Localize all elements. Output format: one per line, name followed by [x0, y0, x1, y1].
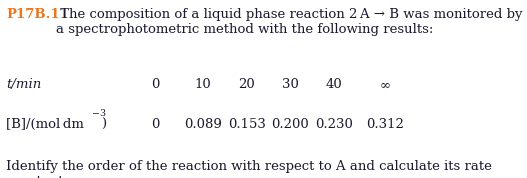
Text: t/min: t/min	[6, 78, 42, 91]
Text: 10: 10	[194, 78, 211, 91]
Text: 0: 0	[151, 78, 160, 91]
Text: Identify the order of the reaction with respect to A and calculate its rate
cons: Identify the order of the reaction with …	[6, 160, 492, 178]
Text: −3: −3	[92, 109, 106, 118]
Text: 0.153: 0.153	[228, 118, 266, 131]
Text: [B]/(mol dm: [B]/(mol dm	[6, 118, 84, 131]
Text: 0: 0	[151, 118, 160, 131]
Text: 0.312: 0.312	[366, 118, 404, 131]
Text: ): )	[101, 118, 106, 131]
Text: 0.230: 0.230	[315, 118, 353, 131]
Text: The composition of a liquid phase reaction 2 A → B was monitored by
a spectropho: The composition of a liquid phase reacti…	[56, 8, 523, 36]
Text: ∞: ∞	[379, 78, 390, 91]
Text: 20: 20	[238, 78, 255, 91]
Text: P17B.11: P17B.11	[6, 8, 69, 21]
Text: 40: 40	[326, 78, 343, 91]
Text: 30: 30	[282, 78, 299, 91]
Text: 0.200: 0.200	[271, 118, 309, 131]
Text: 0.089: 0.089	[184, 118, 222, 131]
